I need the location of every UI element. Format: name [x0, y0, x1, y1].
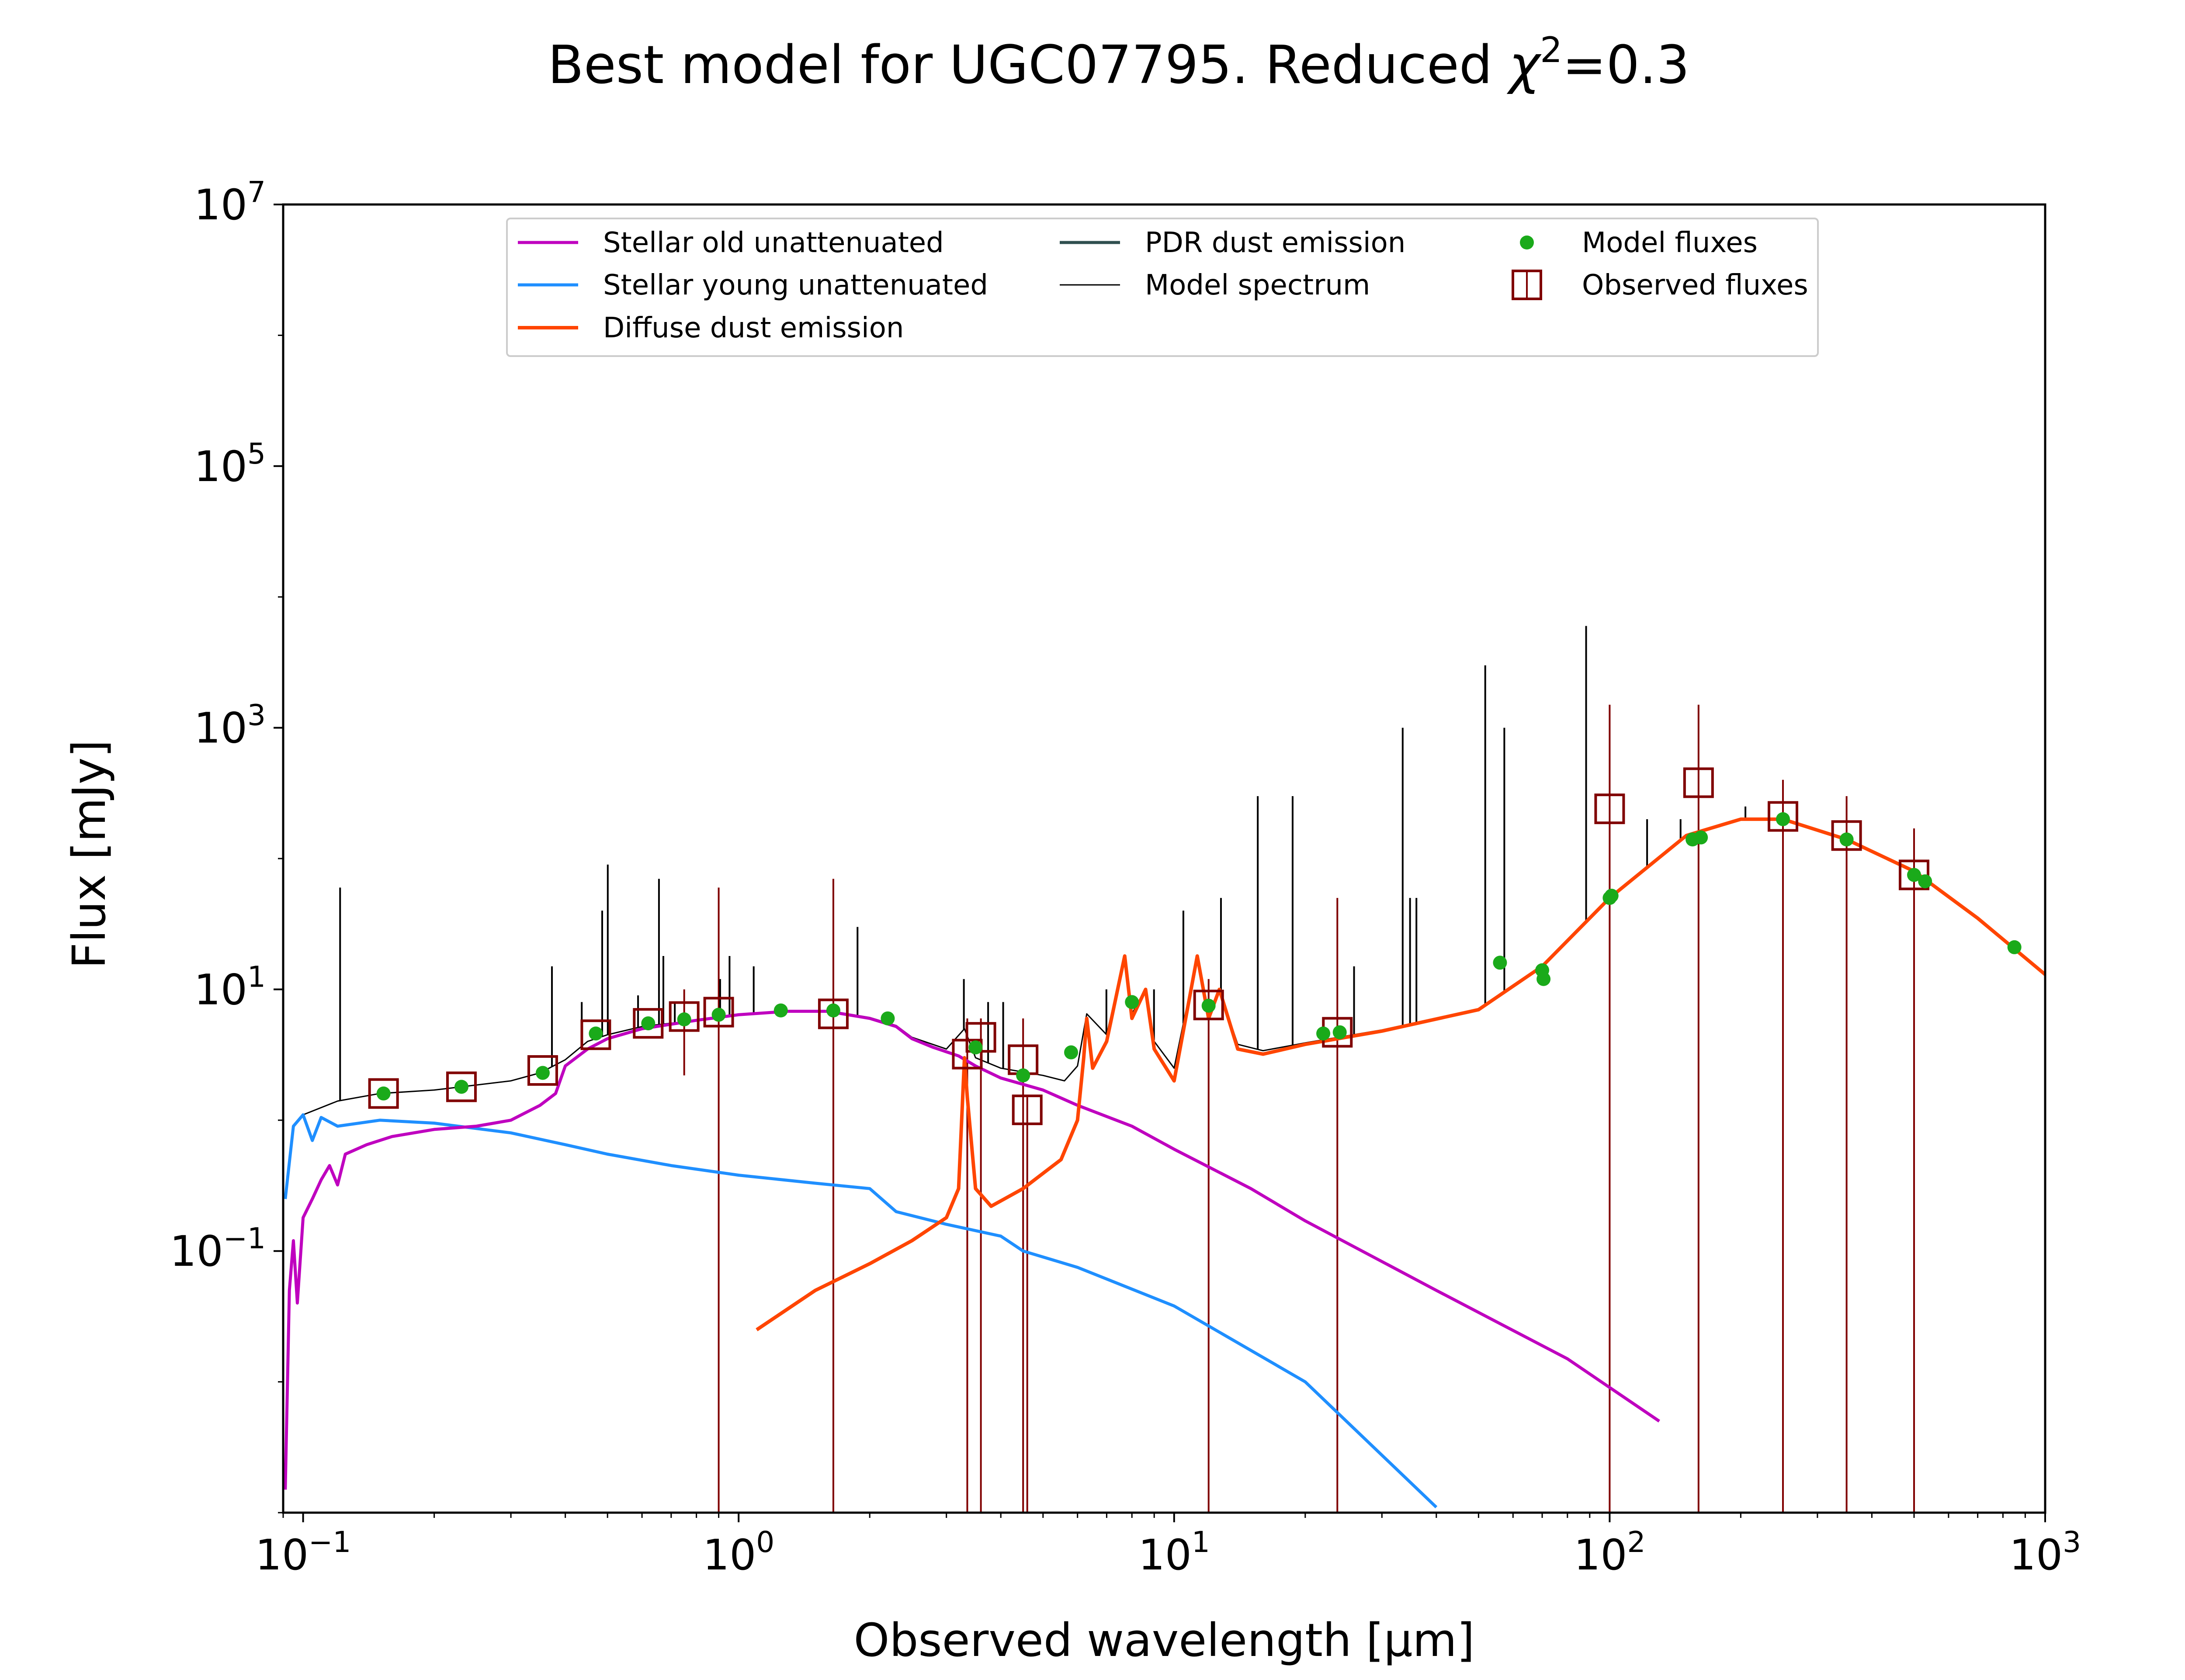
legend-label-stellar-old-unattenuated: Stellar old unattenuated [603, 227, 944, 259]
model-flux-point [1604, 889, 1619, 903]
model-flux-point [1918, 874, 1932, 889]
model-flux-point [1839, 832, 1854, 847]
stellar-old-line [284, 1010, 1660, 1490]
model-flux-point [535, 1066, 550, 1080]
observed-flux-marker [1831, 820, 1862, 851]
model-flux-point [1316, 1026, 1331, 1041]
x-tick-label: 10−1 [255, 1525, 351, 1580]
x-tick-label: 103 [2009, 1525, 2081, 1580]
legend-swatch-model-fluxes [1520, 236, 1534, 249]
observed-flux-marker [703, 997, 734, 1028]
legend: Stellar old unattenuated Stellar young un… [506, 218, 1819, 357]
legend-box [506, 218, 1819, 357]
observed-flux-marker [580, 1019, 611, 1050]
model-flux-point [1536, 972, 1551, 986]
x-tick-label: 101 [1138, 1525, 1210, 1580]
observed-flux-marker [1594, 793, 1625, 824]
model-flux-point [1776, 812, 1790, 826]
observed-flux-marker [446, 1071, 477, 1102]
model-flux-point [968, 1040, 983, 1055]
legend-label-observed-fluxes: Observed fluxes [1582, 269, 1808, 301]
y-axis-label: Flux [mJy] [62, 740, 116, 969]
model-flux-point [826, 1003, 840, 1018]
x-axis-label: Observed wavelength [μm] [854, 1614, 1475, 1667]
model-flux-point [454, 1080, 468, 1094]
y-tick-label: 10−1 [170, 1222, 266, 1276]
chart-title: Best model for UGC07795. Reduced χ2=0.3 [548, 30, 1690, 96]
model-flux-point [1064, 1045, 1079, 1060]
diffuse-dust-line [756, 817, 2045, 1331]
y-tick-label: 101 [194, 960, 266, 1014]
model-flux-point [1332, 1025, 1347, 1039]
axes: 10−1 100 101 102 103 10−1 101 103 105 107 [170, 175, 2081, 1580]
plot-inner [284, 626, 2045, 1513]
model-flux-point [641, 1016, 656, 1031]
model-flux-point [1907, 868, 1921, 882]
model-flux-point [881, 1011, 895, 1025]
x-tick-label: 102 [1574, 1525, 1645, 1580]
model-flux-point [1694, 830, 1708, 845]
observed-flux-marker [669, 1001, 700, 1032]
stellar-young-line [284, 1113, 1438, 1509]
model-flux-point [1125, 995, 1139, 1009]
model-flux-point [677, 1012, 691, 1027]
observed-flux-marker [1193, 990, 1224, 1021]
model-flux-point [376, 1086, 391, 1101]
x-tick-label: 100 [703, 1525, 774, 1580]
y-tick-label: 105 [194, 437, 266, 491]
y-tick-label: 107 [194, 175, 266, 229]
observed-flux-marker [1767, 801, 1798, 832]
legend-label-model-spectrum: Model spectrum [1145, 269, 1370, 301]
model-flux-point [2007, 940, 2022, 954]
model-flux-point [589, 1026, 603, 1041]
model-flux-point [1016, 1068, 1030, 1083]
plot-area [284, 626, 2045, 1513]
observed-flux-marker [1012, 1095, 1043, 1126]
observed-flux-marker [1683, 767, 1714, 798]
legend-label-model-fluxes: Model fluxes [1582, 227, 1758, 259]
model-flux-point [773, 1003, 788, 1018]
y-tick-label: 103 [194, 699, 266, 753]
legend-label-diffuse-dust-emission: Diffuse dust emission [603, 312, 904, 344]
observed-flux-marker [368, 1078, 399, 1109]
observed-flux-marker [527, 1055, 558, 1086]
model-flux-point [711, 1008, 726, 1022]
model-flux-point [1493, 956, 1507, 970]
observed-flux-marker [633, 1008, 664, 1039]
observed-flux-marker [1898, 859, 1929, 890]
model-flux-point [1201, 998, 1216, 1013]
observed-flux-marker [818, 998, 849, 1029]
legend-label-pdr-dust-emission: PDR dust emission [1145, 227, 1405, 259]
legend-label-stellar-young-unattenuated: Stellar young unattenuated [603, 269, 988, 301]
